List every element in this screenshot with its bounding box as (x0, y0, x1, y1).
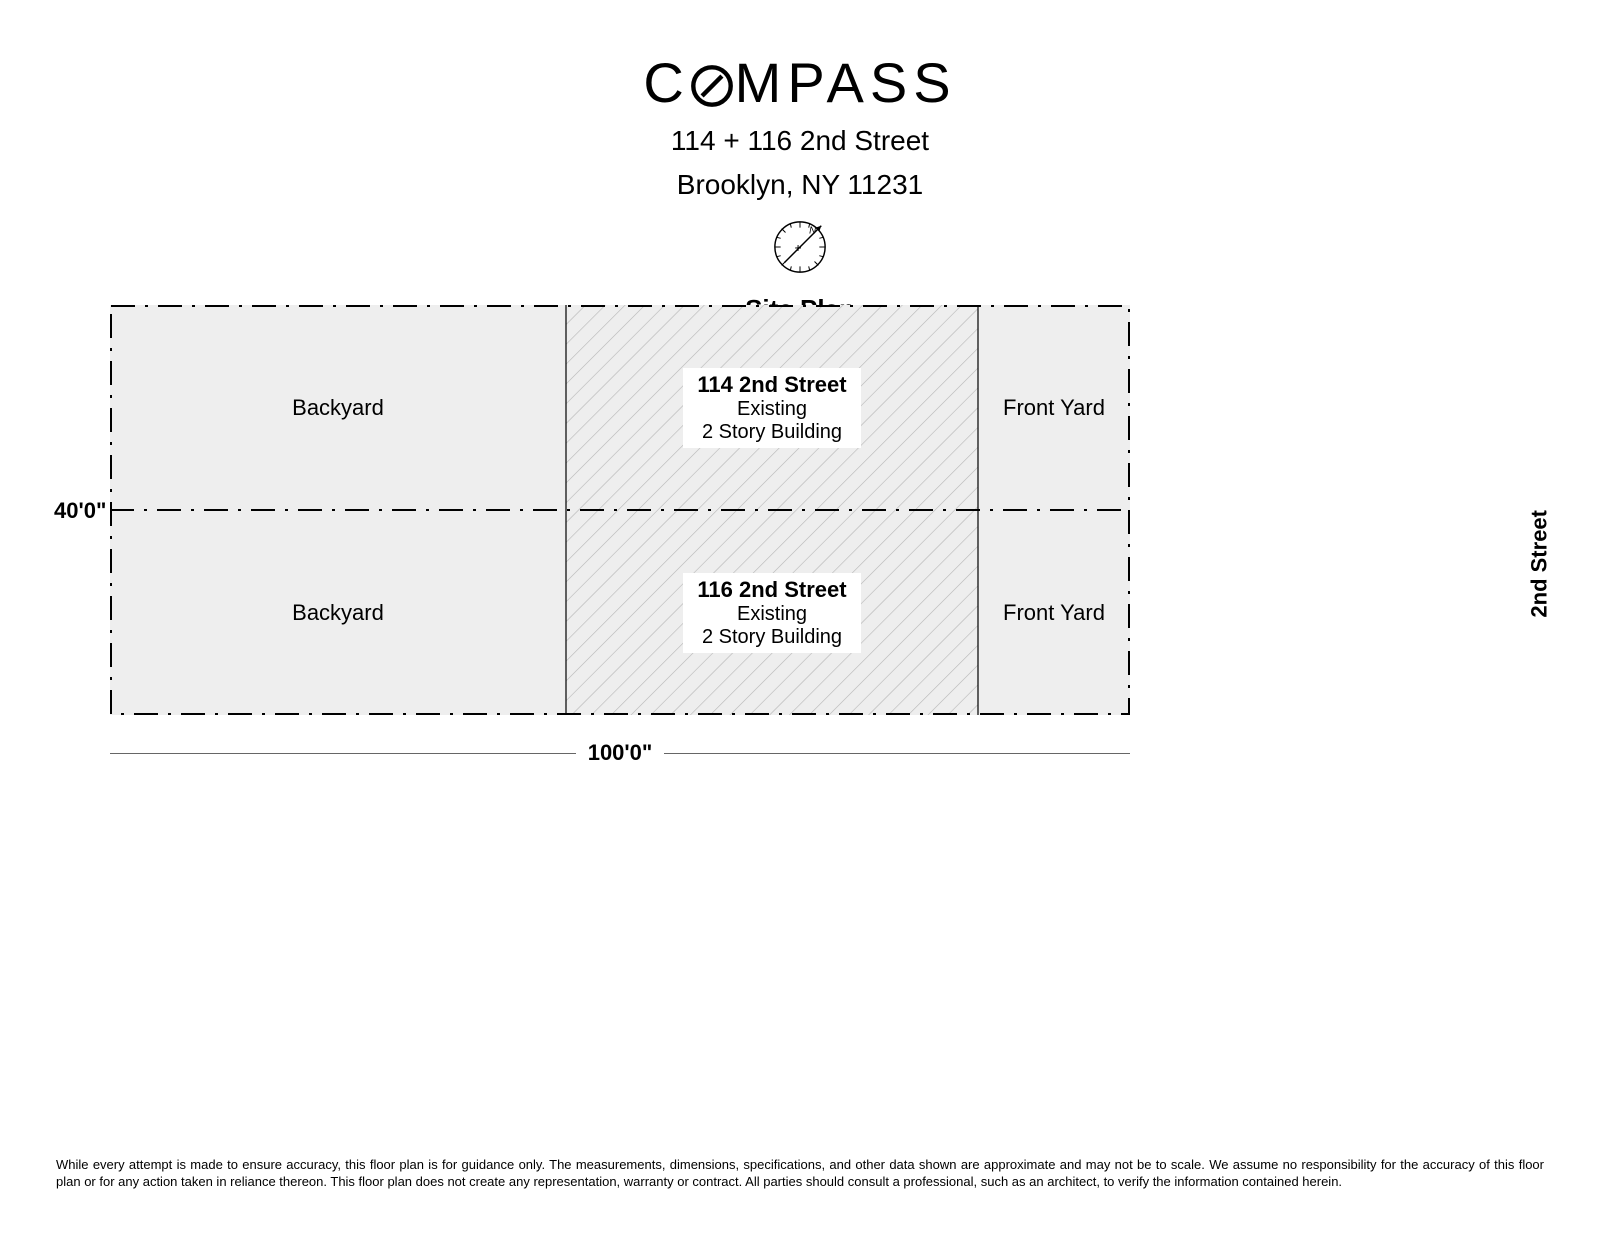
disclaimer-text: While every attempt is made to ensure ac… (56, 1156, 1544, 1191)
backyard-label-bottom: Backyard (110, 510, 566, 715)
dim-line-left (110, 753, 576, 754)
building-label-116: 116 2nd Street Existing 2 Story Building (566, 510, 978, 715)
frontyard-label-bottom: Front Yard (978, 510, 1130, 715)
frontyard-label-top: Front Yard (978, 305, 1130, 510)
compass-rose-icon: N (771, 218, 829, 276)
header: C MPASS 114 + 116 2nd Street Brooklyn, NY… (0, 0, 1600, 325)
address-line-2: Brooklyn, NY 11231 (0, 167, 1600, 203)
site-plan-diagram: Backyard Backyard 114 2nd Street Existin… (110, 305, 1130, 715)
address-line-1: 114 + 116 2nd Street (0, 123, 1600, 159)
backyard-label-top: Backyard (110, 305, 566, 510)
compass-logo: C MPASS (0, 50, 1600, 115)
dimension-width-label: 100'0" (588, 740, 653, 766)
logo-text-after: MPASS (735, 51, 957, 114)
street-label: 2nd Street (1527, 510, 1553, 618)
compass-n-label: N (809, 225, 816, 236)
logo-o-icon (690, 50, 735, 115)
dim-line-right (664, 753, 1130, 754)
dimension-height-label: 40'0" (54, 498, 106, 524)
building-label-114: 114 2nd Street Existing 2 Story Building (566, 305, 978, 510)
logo-text-before: C (643, 51, 689, 114)
dimension-width: 100'0" (110, 740, 1130, 766)
